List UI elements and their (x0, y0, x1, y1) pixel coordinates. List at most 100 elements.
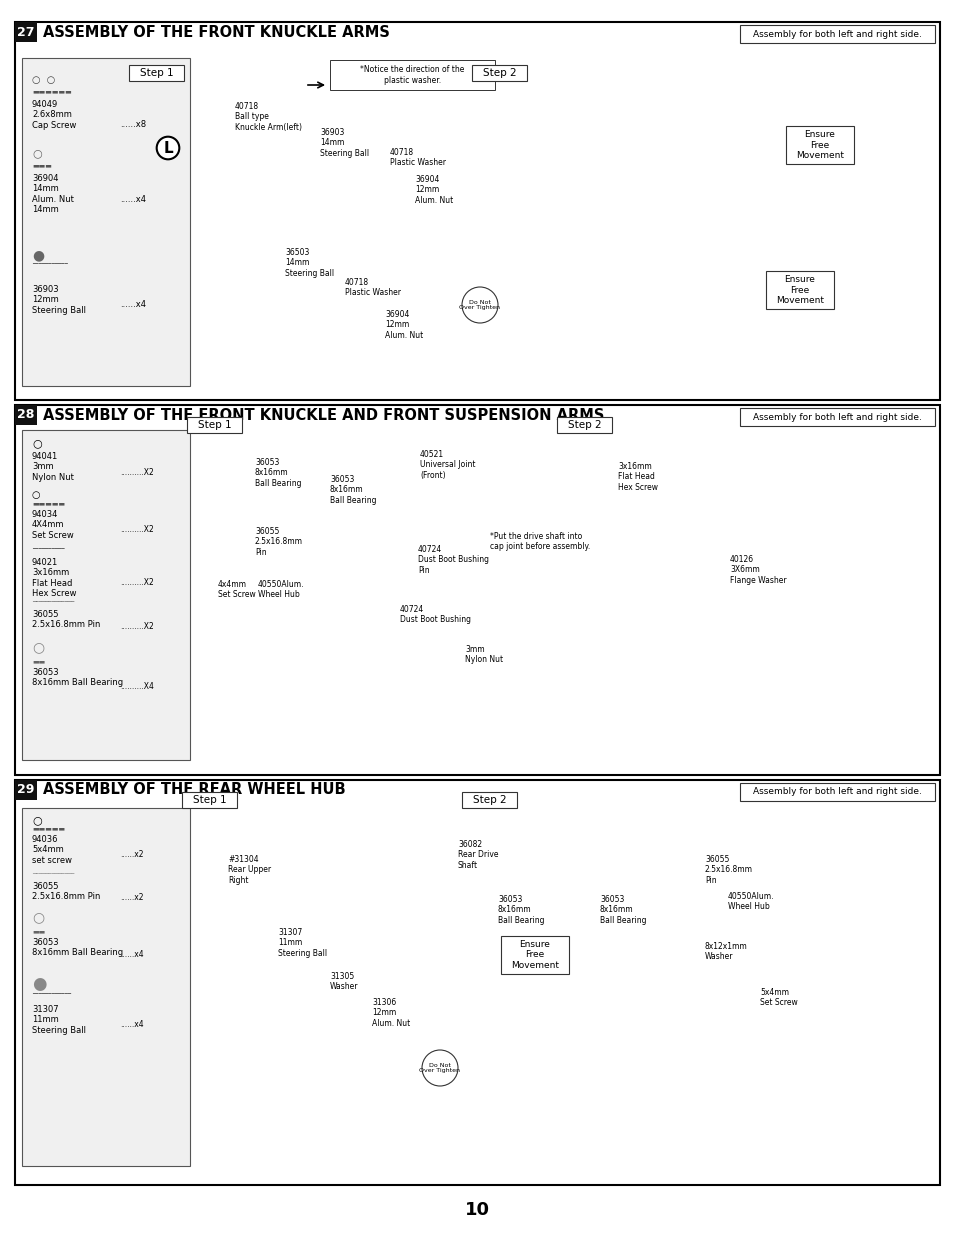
Text: ......x8: ......x8 (120, 120, 146, 128)
Text: 36053
8x16mm Ball Bearing: 36053 8x16mm Ball Bearing (32, 668, 123, 688)
Text: 31307
11mm
Steering Ball: 31307 11mm Steering Ball (277, 927, 327, 958)
Text: *Notice the direction of the
plastic washer.: *Notice the direction of the plastic was… (360, 65, 464, 85)
Text: 31306
12mm
Alum. Nut: 31306 12mm Alum. Nut (372, 998, 410, 1028)
Text: 31307
11mm
Steering Ball: 31307 11mm Steering Ball (32, 1005, 86, 1035)
Text: Step 2: Step 2 (568, 420, 601, 430)
Text: ..........X2: ..........X2 (120, 578, 153, 587)
Text: ......x2: ......x2 (120, 850, 143, 860)
Bar (22, 808, 190, 1166)
Text: *Put the drive shaft into
cap joint before assembly.: *Put the drive shaft into cap joint befo… (490, 532, 590, 551)
Text: ━━━━━━━━━━━: ━━━━━━━━━━━ (32, 262, 68, 267)
Text: 3mm
Nylon Nut: 3mm Nylon Nut (464, 645, 502, 664)
Text: ▬▬: ▬▬ (32, 658, 45, 664)
Text: ─────────────: ───────────── (32, 872, 74, 877)
Text: Assembly for both left and right side.: Assembly for both left and right side. (752, 412, 921, 421)
Bar (188, 417, 242, 433)
Text: 36053
8x16mm
Ball Bearing: 36053 8x16mm Ball Bearing (497, 895, 544, 925)
Text: ......x4: ......x4 (120, 300, 146, 309)
Text: ○: ○ (32, 815, 42, 825)
Text: 36053
8x16mm
Ball Bearing: 36053 8x16mm Ball Bearing (599, 895, 646, 925)
Text: 28: 28 (17, 409, 34, 421)
Bar (182, 792, 237, 808)
Text: 36904
12mm
Alum. Nut: 36904 12mm Alum. Nut (385, 310, 423, 340)
Text: ..........X4: ..........X4 (120, 682, 153, 692)
Bar (462, 792, 517, 808)
Text: 36903
14mm
Steering Ball: 36903 14mm Steering Ball (319, 128, 369, 158)
Text: Do Not
Over Tighten: Do Not Over Tighten (459, 300, 500, 310)
Text: 4x4mm
Set Screw: 4x4mm Set Screw (218, 580, 255, 599)
Bar (765, 270, 833, 309)
Bar (15, 781, 939, 1186)
Text: Assembly for both left and right side.: Assembly for both left and right side. (752, 30, 921, 38)
Text: Step 2: Step 2 (482, 68, 517, 78)
Bar (22, 430, 190, 760)
Bar (15, 405, 37, 425)
Text: ..........X2: ..........X2 (120, 622, 153, 631)
Text: 36055
2.5x16.8mm
Pin: 36055 2.5x16.8mm Pin (254, 527, 303, 557)
Text: ▬▬▬▬▬▬: ▬▬▬▬▬▬ (32, 88, 71, 94)
Text: ......x4: ......x4 (120, 950, 144, 960)
Text: 40550Alum.
Wheel Hub: 40550Alum. Wheel Hub (727, 892, 774, 911)
Text: L: L (163, 141, 172, 156)
Bar (500, 936, 568, 974)
Text: ▬▬▬: ▬▬▬ (32, 162, 51, 168)
Text: 10: 10 (464, 1200, 489, 1219)
Circle shape (421, 1050, 457, 1086)
Text: 36904
12mm
Alum. Nut: 36904 12mm Alum. Nut (415, 175, 453, 205)
Text: ......x2: ......x2 (120, 893, 143, 902)
Bar (557, 417, 612, 433)
Text: 36053
8x16mm
Ball Bearing: 36053 8x16mm Ball Bearing (254, 458, 301, 488)
Text: 40718
Ball type
Knuckle Arm(left): 40718 Ball type Knuckle Arm(left) (234, 103, 302, 132)
Text: ASSEMBLY OF THE FRONT KNUCKLE ARMS: ASSEMBLY OF THE FRONT KNUCKLE ARMS (43, 25, 390, 40)
Text: 94034
4X4mm
Set Screw: 94034 4X4mm Set Screw (32, 510, 73, 540)
Text: 29: 29 (17, 783, 34, 797)
Text: ○: ○ (32, 490, 40, 500)
Bar (330, 61, 495, 90)
Text: 36053
8x16mm Ball Bearing: 36053 8x16mm Ball Bearing (32, 939, 123, 957)
Text: ○: ○ (32, 148, 42, 158)
Text: 40126
3X6mm
Flange Washer: 40126 3X6mm Flange Washer (729, 555, 786, 585)
Text: ASSEMBLY OF THE FRONT KNUCKLE AND FRONT SUSPENSION ARMS: ASSEMBLY OF THE FRONT KNUCKLE AND FRONT … (43, 408, 604, 422)
Bar (15, 22, 37, 42)
Text: 36055
2.5x16.8mm Pin: 36055 2.5x16.8mm Pin (32, 610, 100, 630)
Text: ▬▬▬▬▬: ▬▬▬▬▬ (32, 825, 65, 831)
Text: ○: ○ (32, 910, 44, 924)
Bar (740, 783, 934, 802)
Text: 36055
2.5x16.8mm Pin: 36055 2.5x16.8mm Pin (32, 882, 100, 902)
Text: Assembly for both left and right side.: Assembly for both left and right side. (752, 788, 921, 797)
Text: Ensure
Free
Movement: Ensure Free Movement (795, 130, 843, 159)
Bar (22, 58, 190, 387)
Text: ......x4: ......x4 (120, 195, 146, 204)
Text: ..........X2: ..........X2 (120, 525, 153, 534)
Text: 40724
Dust Boot Bushing: 40724 Dust Boot Bushing (399, 605, 471, 625)
Text: 36904
14mm
Alum. Nut
14mm: 36904 14mm Alum. Nut 14mm (32, 174, 73, 214)
Text: ━━━━━━━━━━━━: ━━━━━━━━━━━━ (32, 992, 71, 997)
Bar (15, 405, 939, 776)
Text: 27: 27 (17, 26, 34, 38)
Text: ▬▬▬▬▬: ▬▬▬▬▬ (32, 500, 65, 506)
Text: 40718
Plastic Washer: 40718 Plastic Washer (345, 278, 400, 298)
Text: 36903
12mm
Steering Ball: 36903 12mm Steering Ball (32, 285, 86, 315)
Bar (15, 22, 939, 400)
Text: 31305
Washer: 31305 Washer (330, 972, 358, 992)
Text: ○: ○ (32, 640, 44, 655)
Text: ●: ● (32, 248, 44, 262)
Text: Do Not
Over Tighten: Do Not Over Tighten (419, 1062, 460, 1073)
Bar (15, 781, 37, 800)
Text: 94021
3x16mm
Flat Head
Hex Screw: 94021 3x16mm Flat Head Hex Screw (32, 558, 76, 598)
Text: Ensure
Free
Movement: Ensure Free Movement (511, 940, 558, 969)
Text: ●: ● (32, 974, 47, 993)
Text: ─────────────: ───────────── (32, 600, 74, 605)
Text: ━━━━━━━━━━: ━━━━━━━━━━ (32, 547, 65, 552)
Text: 8x12x1mm
Washer: 8x12x1mm Washer (704, 942, 747, 961)
Text: Step 2: Step 2 (473, 795, 506, 805)
Text: Step 1: Step 1 (198, 420, 232, 430)
Text: 40550Alum.
Wheel Hub: 40550Alum. Wheel Hub (257, 580, 304, 599)
Text: Step 1: Step 1 (140, 68, 173, 78)
Bar (785, 126, 853, 164)
Text: ○: ○ (32, 438, 42, 448)
Bar (130, 65, 184, 82)
Text: Ensure
Free
Movement: Ensure Free Movement (775, 275, 823, 305)
Text: 94049
2.6x8mm
Cap Screw: 94049 2.6x8mm Cap Screw (32, 100, 76, 130)
Text: Step 1: Step 1 (193, 795, 227, 805)
